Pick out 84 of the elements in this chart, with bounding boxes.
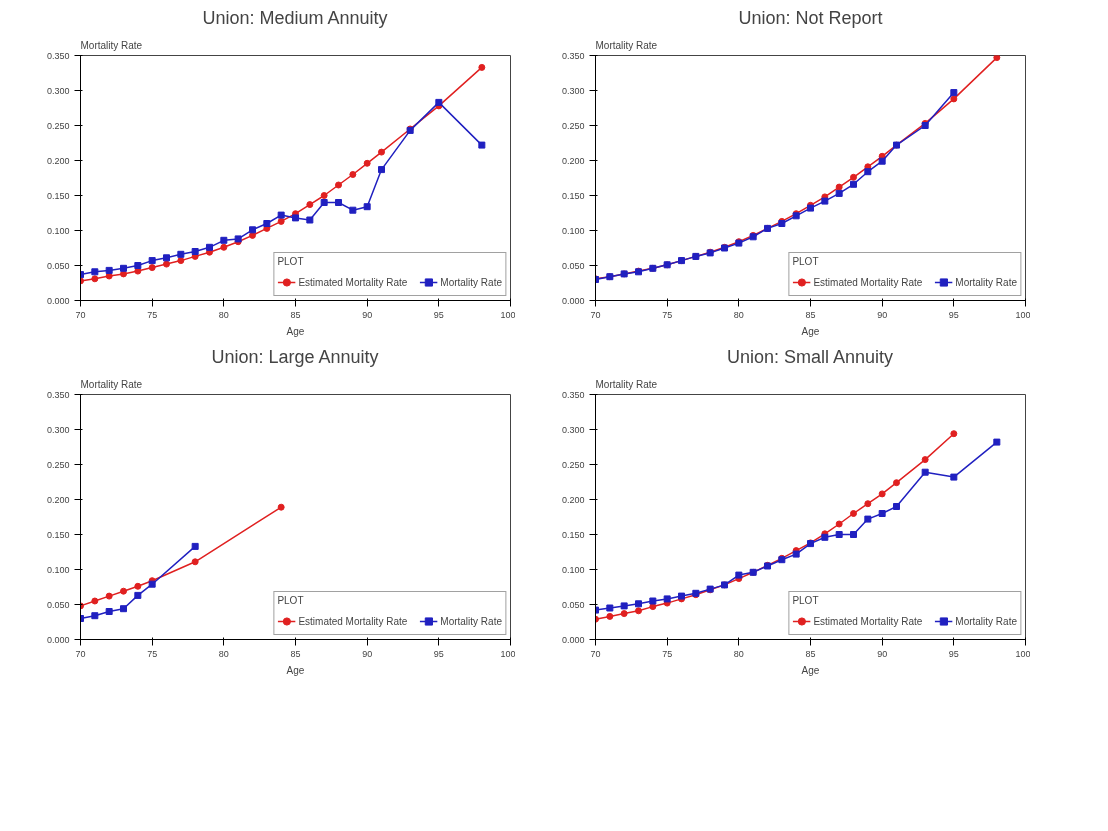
y-tick-label: 0.000 [46,634,70,645]
y-tick-label: 0.350 [561,389,585,400]
x-tick-label: 85 [805,648,816,659]
y-tick-label: 0.100 [46,225,70,236]
x-axis-title: Age [286,664,305,676]
x-tick-label: 95 [433,309,444,320]
y-tick-label: 0.100 [561,564,585,575]
y-axis-title: Mortality Rate [80,39,143,51]
x-axis-title: Age [801,664,820,676]
x-tick-label: 100 [500,648,516,659]
y-tick-label: 0.050 [46,599,70,610]
x-tick-label: 80 [218,648,229,659]
y-axis-title: Mortality Rate [595,39,658,51]
y-tick-label: 0.150 [46,529,70,540]
y-tick-label: 0.150 [561,529,585,540]
y-tick-label: 0.350 [561,50,585,61]
x-tick-label: 75 [662,309,673,320]
legend-title: PLOT [277,256,305,267]
x-tick-label: 95 [948,309,959,320]
y-axis-title: Mortality Rate [595,378,658,390]
x-tick-label: 100 [1015,648,1031,659]
y-tick-label: 0.300 [46,85,70,96]
x-tick-label: 95 [433,648,444,659]
x-tick-label: 70 [590,648,601,659]
y-tick-label: 0.100 [46,564,70,575]
x-tick-label: 90 [362,648,373,659]
y-tick-label: 0.100 [561,225,585,236]
y-tick-label: 0.250 [561,459,585,470]
legend-title: PLOT [277,595,305,606]
y-tick-label: 0.300 [46,424,70,435]
x-tick-label: 85 [290,648,301,659]
legend-title: PLOT [792,256,820,267]
x-tick-label: 85 [805,309,816,320]
y-tick-label: 0.250 [46,120,70,131]
y-tick-label: 0.050 [561,260,585,271]
y-tick-label: 0.250 [561,120,585,131]
y-tick-label: 0.000 [46,295,70,306]
legend-label: Estimated Mortality Rate [298,615,408,627]
legend-label: Estimated Mortality Rate [298,276,408,288]
x-tick-label: 70 [75,648,86,659]
x-tick-label: 100 [500,309,516,320]
y-axis-title: Mortality Rate [80,378,143,390]
y-tick-label: 0.200 [561,155,585,166]
x-tick-label: 90 [877,309,888,320]
chart-title: Union: Medium Annuity [202,7,388,28]
legend-label: Estimated Mortality Rate [813,615,923,627]
x-tick-label: 75 [662,648,673,659]
y-tick-label: 0.200 [46,155,70,166]
y-tick-label: 0.050 [561,599,585,610]
chart-title: Union: Large Annuity [211,346,379,367]
y-tick-label: 0.000 [561,295,585,306]
legend-title: PLOT [792,595,820,606]
legend-label: Mortality Rate [440,276,502,288]
x-tick-label: 85 [290,309,301,320]
x-tick-label: 90 [877,648,888,659]
x-tick-label: 80 [733,648,744,659]
legend-label: Mortality Rate [440,615,502,627]
x-tick-label: 90 [362,309,373,320]
x-tick-label: 80 [733,309,744,320]
legend-label: Mortality Rate [955,276,1017,288]
y-tick-label: 0.250 [46,459,70,470]
y-tick-label: 0.150 [561,190,585,201]
y-tick-label: 0.000 [561,634,585,645]
y-tick-label: 0.350 [46,50,70,61]
x-tick-label: 100 [1015,309,1031,320]
x-tick-label: 80 [218,309,229,320]
y-tick-label: 0.300 [561,85,585,96]
x-tick-label: 70 [590,309,601,320]
x-tick-label: 95 [948,648,959,659]
x-tick-label: 75 [147,648,158,659]
y-tick-label: 0.050 [46,260,70,271]
x-tick-label: 75 [147,309,158,320]
legend-label: Estimated Mortality Rate [813,276,923,288]
y-tick-label: 0.150 [46,190,70,201]
y-tick-label: 0.350 [46,389,70,400]
chart-title: Union: Not Report [738,7,883,28]
y-tick-label: 0.200 [561,494,585,505]
chart-title: Union: Small Annuity [726,346,894,367]
legend-label: Mortality Rate [955,615,1017,627]
x-axis-title: Age [801,325,820,337]
y-tick-label: 0.200 [46,494,70,505]
x-tick-label: 70 [75,309,86,320]
x-axis-title: Age [286,325,305,337]
y-tick-label: 0.300 [561,424,585,435]
